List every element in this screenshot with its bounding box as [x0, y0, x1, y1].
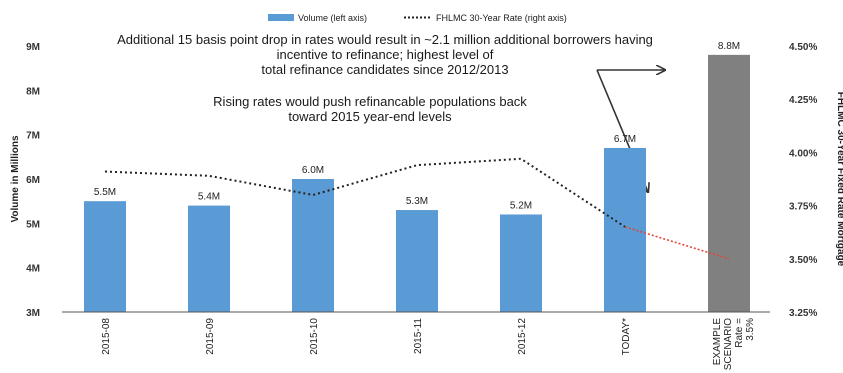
volume-bars: 5.5M 5.4M 6.0M 5.3M 5.2M 6.7M 8.8M: [84, 41, 750, 312]
legend-label-volume: Volume (left axis): [298, 13, 367, 23]
scenario-x-label-line: SCENARIO: [723, 318, 734, 370]
x-tick-label: 2015-11: [413, 318, 424, 354]
left-tick-label: 6M: [26, 175, 40, 186]
x-axis: 2015-08 2015-09 2015-10 2015-11 2015-12 TODAY…: [62, 311, 770, 370]
bar-value-label: 5.5M: [94, 187, 116, 198]
left-tick-label: 3M: [26, 308, 40, 319]
right-tick-label: 4.00%: [789, 148, 817, 159]
rate-line-path: [104, 157, 626, 228]
annotation-top: Additional 15 basis point drop in rates …: [75, 32, 695, 77]
volume-bar: [292, 179, 334, 312]
volume-bar: [500, 214, 542, 312]
annotation-middle-line-1: Rising rates would push refinancable pop…: [213, 94, 527, 109]
bar-value-label: 6.0M: [302, 165, 324, 176]
right-axis-title: FHLMC 30-Year Fixed Rate Mortgage: [835, 92, 843, 267]
x-tick-label: 2015-12: [517, 318, 528, 355]
left-axis-title: Volume in Millions: [10, 135, 21, 222]
volume-bar: [84, 201, 126, 312]
scenario-bar: [708, 54, 750, 312]
scenario-value-label: 8.8M: [718, 41, 740, 52]
annotation-middle-line-2: toward 2015 year-end levels: [288, 109, 452, 124]
right-tick-label: 3.25%: [789, 308, 817, 319]
annotation-top-line-2: incentive to refinance; highest level of: [276, 47, 494, 62]
scenario-x-label-line: Rate =: [734, 318, 745, 348]
right-tick-label: 4.25%: [789, 95, 817, 106]
right-y-axis: 3.25% 3.50% 3.75% 4.00% 4.25% 4.50% FHLMC 30-Y…: [789, 42, 843, 319]
bar-value-label: 5.3M: [406, 196, 428, 207]
chart-legend: Volume (left axis) FHLMC 30-Year Rate (ri…: [268, 13, 567, 23]
annotation-top-line-1: Additional 15 basis point drop in rates …: [117, 32, 653, 47]
x-tick-label: 2015-10: [309, 318, 320, 355]
left-tick-label: 4M: [26, 264, 40, 275]
volume-bar: [604, 147, 646, 312]
bar-value-label: 5.2M: [510, 200, 532, 211]
right-tick-label: 4.50%: [789, 42, 817, 53]
left-y-axis: 3M 4M 5M 6M 7M 8M 9M Volume in Millions: [10, 42, 40, 319]
annotation-top-line-3: total refinance candidates since 2012/20…: [261, 62, 509, 77]
volume-bar: [188, 205, 230, 312]
scenario-x-label-line: EXAMPLE: [712, 318, 723, 366]
left-tick-label: 7M: [26, 131, 40, 142]
bar-value-label: 6.7M: [614, 134, 636, 145]
x-tick-label: 2015-08: [101, 318, 112, 355]
x-tick-label: TODAY*: [621, 318, 632, 356]
rate-line: [104, 157, 730, 260]
legend-label-rate: FHLMC 30-Year Rate (right axis): [436, 13, 567, 23]
right-tick-label: 3.50%: [789, 255, 817, 266]
x-tick-label: 2015-09: [205, 318, 216, 355]
left-tick-label: 5M: [26, 219, 40, 230]
left-tick-label: 8M: [26, 86, 40, 97]
bar-value-label: 5.4M: [198, 192, 220, 203]
scenario-x-label-line: 3.5%: [745, 318, 756, 341]
volume-bar: [396, 210, 438, 312]
right-tick-label: 3.75%: [789, 202, 817, 213]
annotation-middle: Rising rates would push refinancable pop…: [170, 94, 570, 124]
left-tick-label: 9M: [26, 42, 40, 53]
legend-swatch-volume: [268, 14, 294, 21]
